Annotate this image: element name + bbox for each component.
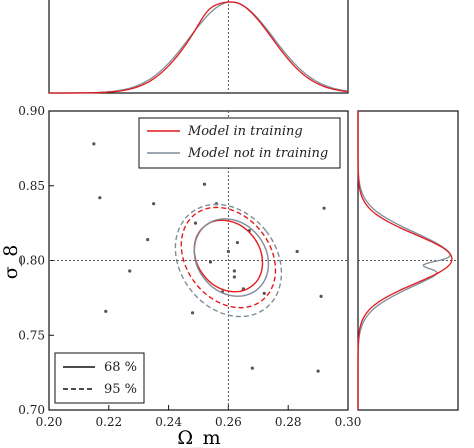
scatter-point (193, 221, 198, 225)
scatter-point (322, 206, 326, 210)
scatter-point (190, 311, 195, 315)
y-tick-label: 0.70 (18, 403, 45, 417)
contours (174, 203, 283, 318)
scatter-point (152, 202, 156, 206)
scatter-point (235, 240, 239, 245)
right-marginal-panel (357, 110, 459, 411)
x-tick-label: 0.22 (95, 415, 122, 429)
scatter-point (128, 269, 132, 273)
x-tick-label: 0.28 (275, 415, 302, 429)
y-ticks: 0.70 0.75 0.80 0.85 0.90 (18, 104, 54, 417)
top-marginal-frame (48, 0, 349, 94)
contour-not-in-training-68 (193, 218, 270, 297)
scatter-point (104, 309, 108, 313)
legend-label-95: 95 % (104, 382, 137, 397)
scatter-point (98, 196, 102, 200)
top-marginal-curve-in-training (49, 1, 349, 94)
scatter-point (319, 294, 323, 298)
x-ticks: 0.20 0.22 0.24 0.26 0.28 0.30 (36, 405, 362, 429)
y-tick-label: 0.85 (18, 179, 45, 193)
scatter-point (250, 366, 254, 370)
scatter-point (295, 249, 299, 254)
contour-in-training-95 (180, 206, 277, 309)
x-tick-label: 0.24 (155, 415, 182, 429)
legend-label-68: 68 % (104, 360, 137, 375)
legend-models-box (138, 117, 341, 169)
legend-models: Model in training Model not in training (138, 117, 341, 169)
right-marginal-curve-in-training (357, 111, 453, 410)
scatter-point (232, 275, 236, 279)
x-tick-label: 0.20 (36, 415, 63, 429)
x-tick-label: 0.30 (335, 415, 362, 429)
scatter-point (316, 369, 320, 373)
legend-levels-box (54, 352, 145, 404)
top-marginal-curve-not-in-training (49, 1, 349, 94)
scatter-points (92, 142, 326, 373)
scatter-point (92, 142, 96, 146)
scatter-point (146, 237, 150, 242)
contour-not-in-training-95 (174, 203, 283, 318)
scatter-point (202, 182, 207, 186)
scatter-point (226, 249, 230, 254)
y-tick-label: 0.75 (18, 328, 45, 342)
main-panel: 0.20 0.22 0.24 0.26 0.28 0.30 0.70 0.75 0.80 0.8… (0, 104, 361, 448)
x-axis-label: Ω_m (177, 427, 220, 448)
legend-label-in-training: Model in training (187, 124, 303, 139)
x-tick-label: 0.26 (215, 415, 242, 429)
y-tick-label: 0.90 (18, 104, 45, 118)
legend-levels: 68 % 95 % (54, 352, 145, 404)
top-marginal-panel (48, 0, 349, 94)
y-axis-label: σ_8 (0, 245, 22, 280)
scatter-point (208, 260, 213, 264)
y-tick-label: 0.80 (18, 254, 45, 268)
legend-label-not-in-training: Model not in training (187, 146, 328, 161)
scatter-point (262, 291, 266, 295)
scatter-point (232, 269, 236, 273)
